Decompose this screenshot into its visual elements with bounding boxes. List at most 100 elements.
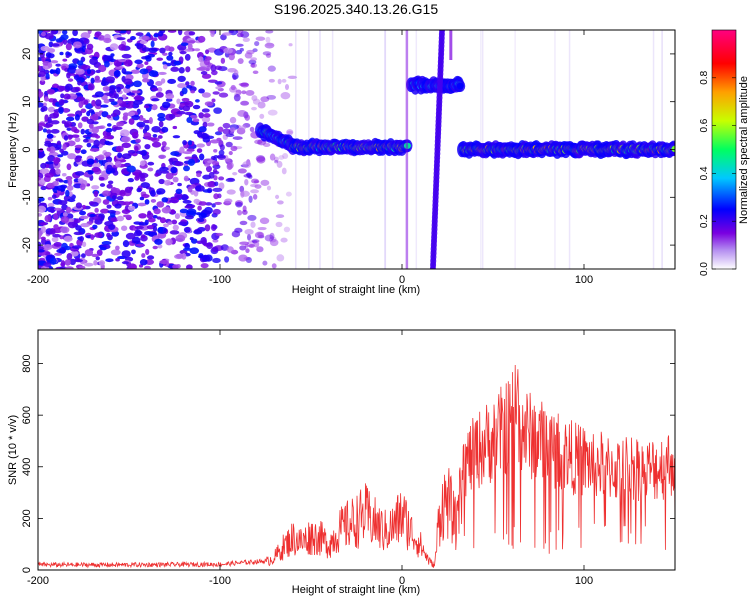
noise-blob (195, 212, 203, 216)
snr-ylabel: SNR (10 * v/v) (7, 415, 19, 485)
noise-blob (214, 131, 223, 136)
spectrogram-ytick-label: -20 (21, 237, 33, 253)
noise-blob (186, 208, 197, 215)
noise-blob (172, 135, 181, 139)
noise-blob (57, 200, 68, 206)
noise-blob (50, 60, 59, 64)
noise-blob (276, 160, 283, 168)
noise-blob (67, 178, 73, 186)
noise-blob (92, 224, 98, 230)
noise-blob (189, 236, 194, 241)
noise-blob (201, 132, 208, 140)
noise-blob (125, 84, 131, 89)
noise-blob (113, 69, 121, 78)
noise-blob (51, 236, 59, 243)
noise-blob (212, 239, 219, 243)
noise-blob (44, 33, 54, 40)
noise-blob (63, 135, 69, 141)
noise-blob (175, 234, 186, 243)
noise-blob (95, 99, 102, 107)
noise-blob (148, 117, 153, 125)
noise-blob (131, 249, 136, 255)
noise-blob (108, 224, 116, 230)
noise-blob (84, 249, 94, 257)
noise-blob (214, 81, 223, 85)
noise-blob (237, 168, 247, 174)
noise-blob (134, 175, 140, 181)
noise-blob (241, 90, 247, 95)
noise-blob (242, 209, 248, 215)
noise-blob (275, 194, 280, 199)
noise-blob (224, 198, 233, 204)
noise-blob (157, 112, 166, 119)
noise-blob (165, 238, 173, 246)
noise-blob (252, 194, 258, 200)
noise-blob (44, 142, 54, 147)
noise-blob (196, 240, 204, 245)
noise-blob (39, 148, 44, 153)
noise-blob (162, 101, 171, 109)
noise-blob (105, 258, 114, 263)
noise-blob (116, 196, 124, 201)
noise-blob (198, 112, 205, 119)
noise-blob (96, 249, 103, 256)
noise-blob (74, 259, 83, 263)
noise-blob (64, 121, 73, 127)
noise-blob (121, 250, 131, 258)
noise-blob (131, 131, 139, 139)
noise-blob (233, 69, 239, 76)
noise-blob (144, 219, 149, 226)
noise-blob (276, 254, 285, 262)
noise-blob (197, 205, 202, 211)
noise-blob (67, 153, 77, 160)
noise-blob (159, 217, 166, 224)
noise-blob (177, 182, 182, 187)
noise-blob (199, 153, 205, 161)
noise-blob (49, 228, 56, 235)
noise-blob (274, 159, 279, 164)
noise-blob (151, 98, 160, 102)
noise-blob (121, 142, 132, 149)
noise-blob (140, 160, 146, 167)
noise-blob (149, 190, 156, 197)
noise-blob (189, 114, 198, 119)
noise-blob (195, 99, 200, 103)
noise-blob (144, 265, 151, 269)
noise-blob (67, 113, 76, 117)
noise-blob (256, 156, 266, 164)
noise-blob (74, 137, 81, 143)
noise-blob (90, 234, 95, 240)
noise-blob (196, 148, 203, 153)
noise-blob (94, 232, 103, 238)
noise-blob (87, 30, 92, 35)
noise-blob (152, 245, 158, 250)
noise-blob (66, 184, 74, 191)
noise-blob (94, 75, 100, 81)
noise-blob (186, 264, 193, 269)
noise-blob (134, 95, 142, 102)
noise-blob (268, 78, 275, 83)
spectrogram-xtick-label: -200 (27, 274, 49, 286)
noise-blob (238, 254, 248, 262)
noise-blob (277, 78, 282, 85)
noise-blob (184, 215, 194, 220)
noise-blob (287, 75, 298, 80)
spectrogram-ytick-label: -10 (21, 189, 33, 205)
spectrogram-ytick-label: 10 (21, 96, 33, 108)
noise-blob (44, 173, 55, 178)
noise-blob (278, 155, 285, 160)
noise-blob (175, 188, 183, 195)
snr-ytick-label: 800 (21, 354, 33, 372)
snr-xtick-label: 100 (575, 575, 593, 587)
noise-blob (38, 176, 42, 181)
noise-blob (58, 98, 65, 106)
noise-blob (244, 52, 253, 59)
noise-blob (262, 51, 272, 56)
noise-blob (115, 245, 120, 251)
noise-blob (220, 34, 227, 41)
noise-blob (172, 176, 179, 183)
noise-blob (114, 30, 122, 33)
noise-blob (198, 66, 208, 71)
noise-blob (214, 181, 219, 187)
